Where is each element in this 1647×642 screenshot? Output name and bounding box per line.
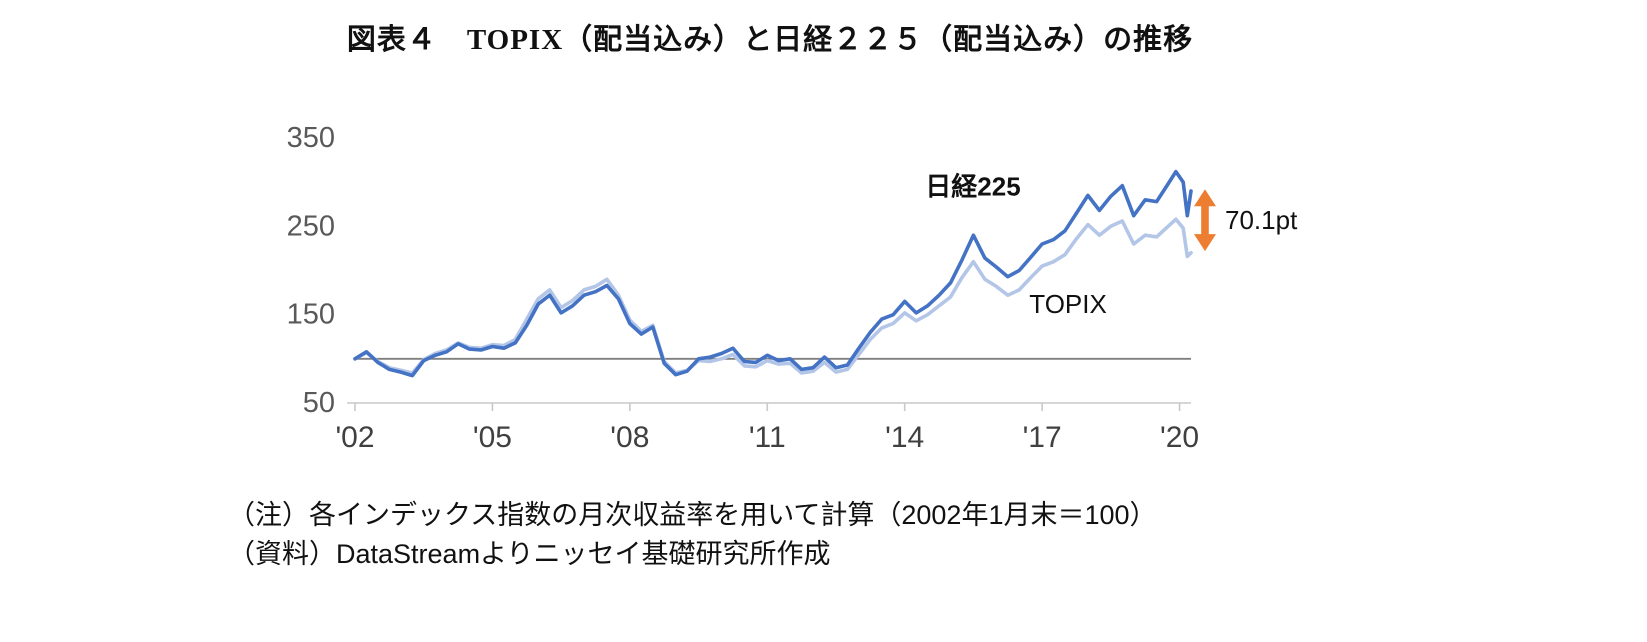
series-line-nikkei225 — [353, 169, 1193, 378]
y-tick-label: 250 — [287, 210, 335, 242]
x-tick-label: '17 — [1023, 421, 1062, 454]
series-label-topix: TOPIX — [1029, 289, 1107, 319]
x-tick-label: '14 — [885, 421, 924, 454]
chart-svg: '02 '05 '08 '11 '14 '17 '20 350 250 150 50 日経225 TOP… — [287, 122, 1298, 454]
x-tick-label: '11 — [749, 421, 786, 454]
series-label-nikkei225: 日経225 — [925, 171, 1020, 201]
x-tick-label: '08 — [610, 421, 649, 454]
x-tick-label: '02 — [335, 421, 374, 454]
chart-notes: （注）各インデックス指数の月次収益率を用いて計算（2002年1月末＝100） （… — [228, 496, 1157, 574]
y-tick-label: 150 — [287, 299, 335, 331]
chart-title: 図表４ TOPIX（配当込み）と日経２２５（配当込み）の推移 — [346, 24, 1194, 56]
chart-area: '02 '05 '08 '11 '14 '17 '20 350 250 150 50 日経225 TOP… — [270, 85, 1390, 485]
note-calculation: （注）各インデックス指数の月次収益率を用いて計算（2002年1月末＝100） — [228, 500, 1157, 530]
y-tick-label: 350 — [287, 122, 335, 154]
series-line-topix — [353, 217, 1193, 375]
y-tick-label: 50 — [303, 387, 335, 419]
gap-arrow-icon — [1194, 189, 1216, 252]
x-tick-label: '20 — [1160, 421, 1199, 454]
x-tick-label: '05 — [473, 421, 512, 454]
gap-label: 70.1pt — [1225, 205, 1298, 235]
note-source: （資料）DataStreamよりニッセイ基礎研究所作成 — [228, 539, 831, 570]
